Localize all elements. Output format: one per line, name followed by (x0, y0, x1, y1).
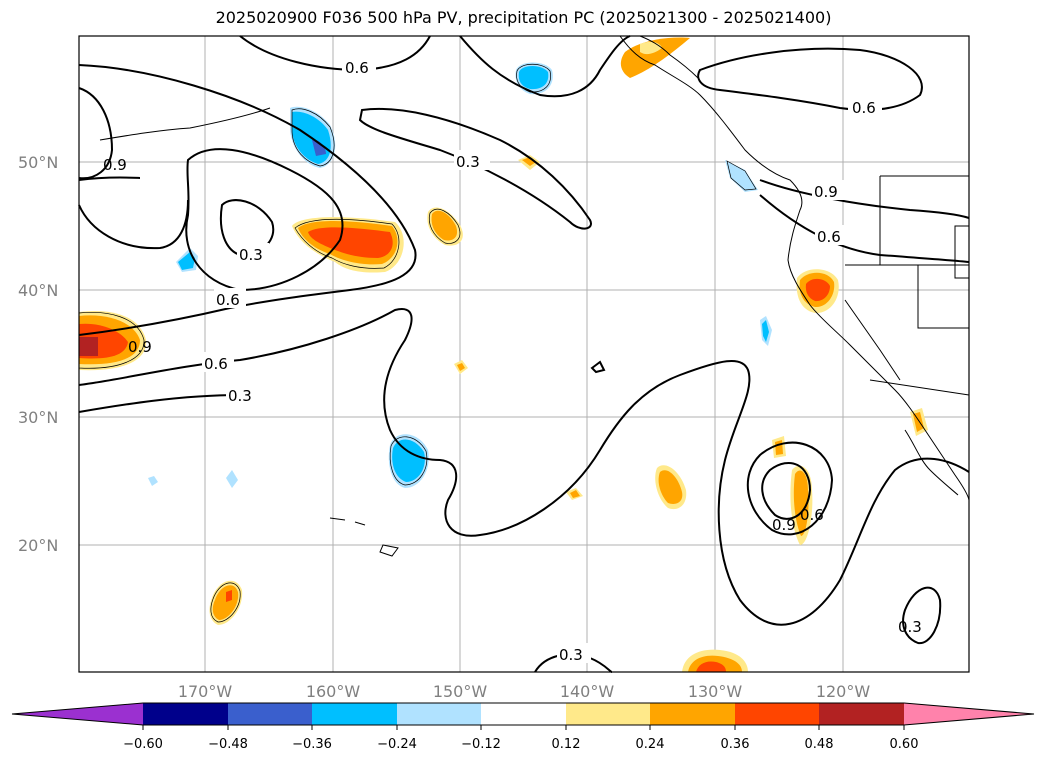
contour-label: 0.6 (852, 99, 876, 117)
colorbar-segment (143, 703, 228, 725)
contour-label: 0.3 (456, 153, 480, 171)
lon-label: 160°W (306, 682, 361, 701)
map-frame (78, 35, 970, 673)
colorbar-segment (481, 703, 566, 725)
lat-label: 50°N (18, 153, 58, 172)
colorbar-tick-label: 0.60 (890, 737, 919, 752)
colorbar-tick-label: 0.48 (805, 737, 834, 752)
colorbar-tick-label: 0.12 (552, 737, 581, 752)
colorbar-tick-label: −0.24 (377, 737, 417, 752)
contour-label: 0.6 (345, 59, 369, 77)
colorbar-tick-label: −0.36 (292, 737, 332, 752)
contour-label: 0.9 (772, 516, 796, 534)
colorbar-segment (312, 703, 397, 725)
contour-label: 0.6 (216, 291, 240, 309)
precip-shading (79, 37, 928, 672)
lat-label: 30°N (18, 408, 58, 427)
colorbar-extend-low (12, 703, 143, 725)
colorbar-tick-label: −0.12 (461, 737, 501, 752)
colorbar-extend-high (904, 703, 1034, 725)
lon-label: 170°W (178, 682, 233, 701)
colorbar-segment (735, 703, 819, 725)
longitude-labels: 170°W 160°W 150°W 140°W 130°W 120°W (178, 682, 871, 701)
contour-label: 0.3 (228, 387, 252, 405)
colorbar-tick-label: 0.36 (721, 737, 750, 752)
colorbar-segment (228, 703, 312, 725)
colorbar-segment (566, 703, 650, 725)
contour-label: 0.6 (800, 506, 824, 524)
colorbar-tick-label: −0.48 (208, 737, 248, 752)
colorbar-segment (819, 703, 904, 725)
contour-label: 0.3 (898, 618, 922, 636)
colorbar-tick-label: 0.24 (636, 737, 665, 752)
colorbar-segment (397, 703, 481, 725)
map-title: 2025020900 F036 500 hPa PV, precipitatio… (215, 8, 832, 27)
contour-label: 0.6 (817, 228, 841, 246)
coastlines (99, 35, 970, 557)
contour-label: 0.3 (239, 246, 263, 264)
contour-label: 0.9 (128, 338, 152, 356)
lat-label: 40°N (18, 281, 58, 300)
lon-label: 120°W (816, 682, 871, 701)
lon-label: 130°W (688, 682, 743, 701)
lon-label: 150°W (433, 682, 488, 701)
colorbar-segment (650, 703, 735, 725)
contour-label: 0.6 (204, 355, 228, 373)
latitude-labels: 50°N 40°N 30°N 20°N (18, 153, 58, 555)
contour-label: 0.9 (103, 156, 127, 174)
contour-labels: 0.6 0.6 0.9 0.3 0.6 0.6 0.3 0.9 0.9 0.6 … (103, 56, 922, 664)
lat-label: 20°N (18, 536, 58, 555)
contour-label: 0.9 (814, 183, 838, 201)
colorbar-tick-label: −0.60 (123, 737, 163, 752)
lon-label: 140°W (560, 682, 615, 701)
precip-outlines (78, 63, 757, 623)
contour-label: 0.3 (559, 646, 583, 664)
colorbar: −0.60 −0.48 −0.36 −0.24 −0.12 0.12 0.24 … (11, 702, 1035, 752)
